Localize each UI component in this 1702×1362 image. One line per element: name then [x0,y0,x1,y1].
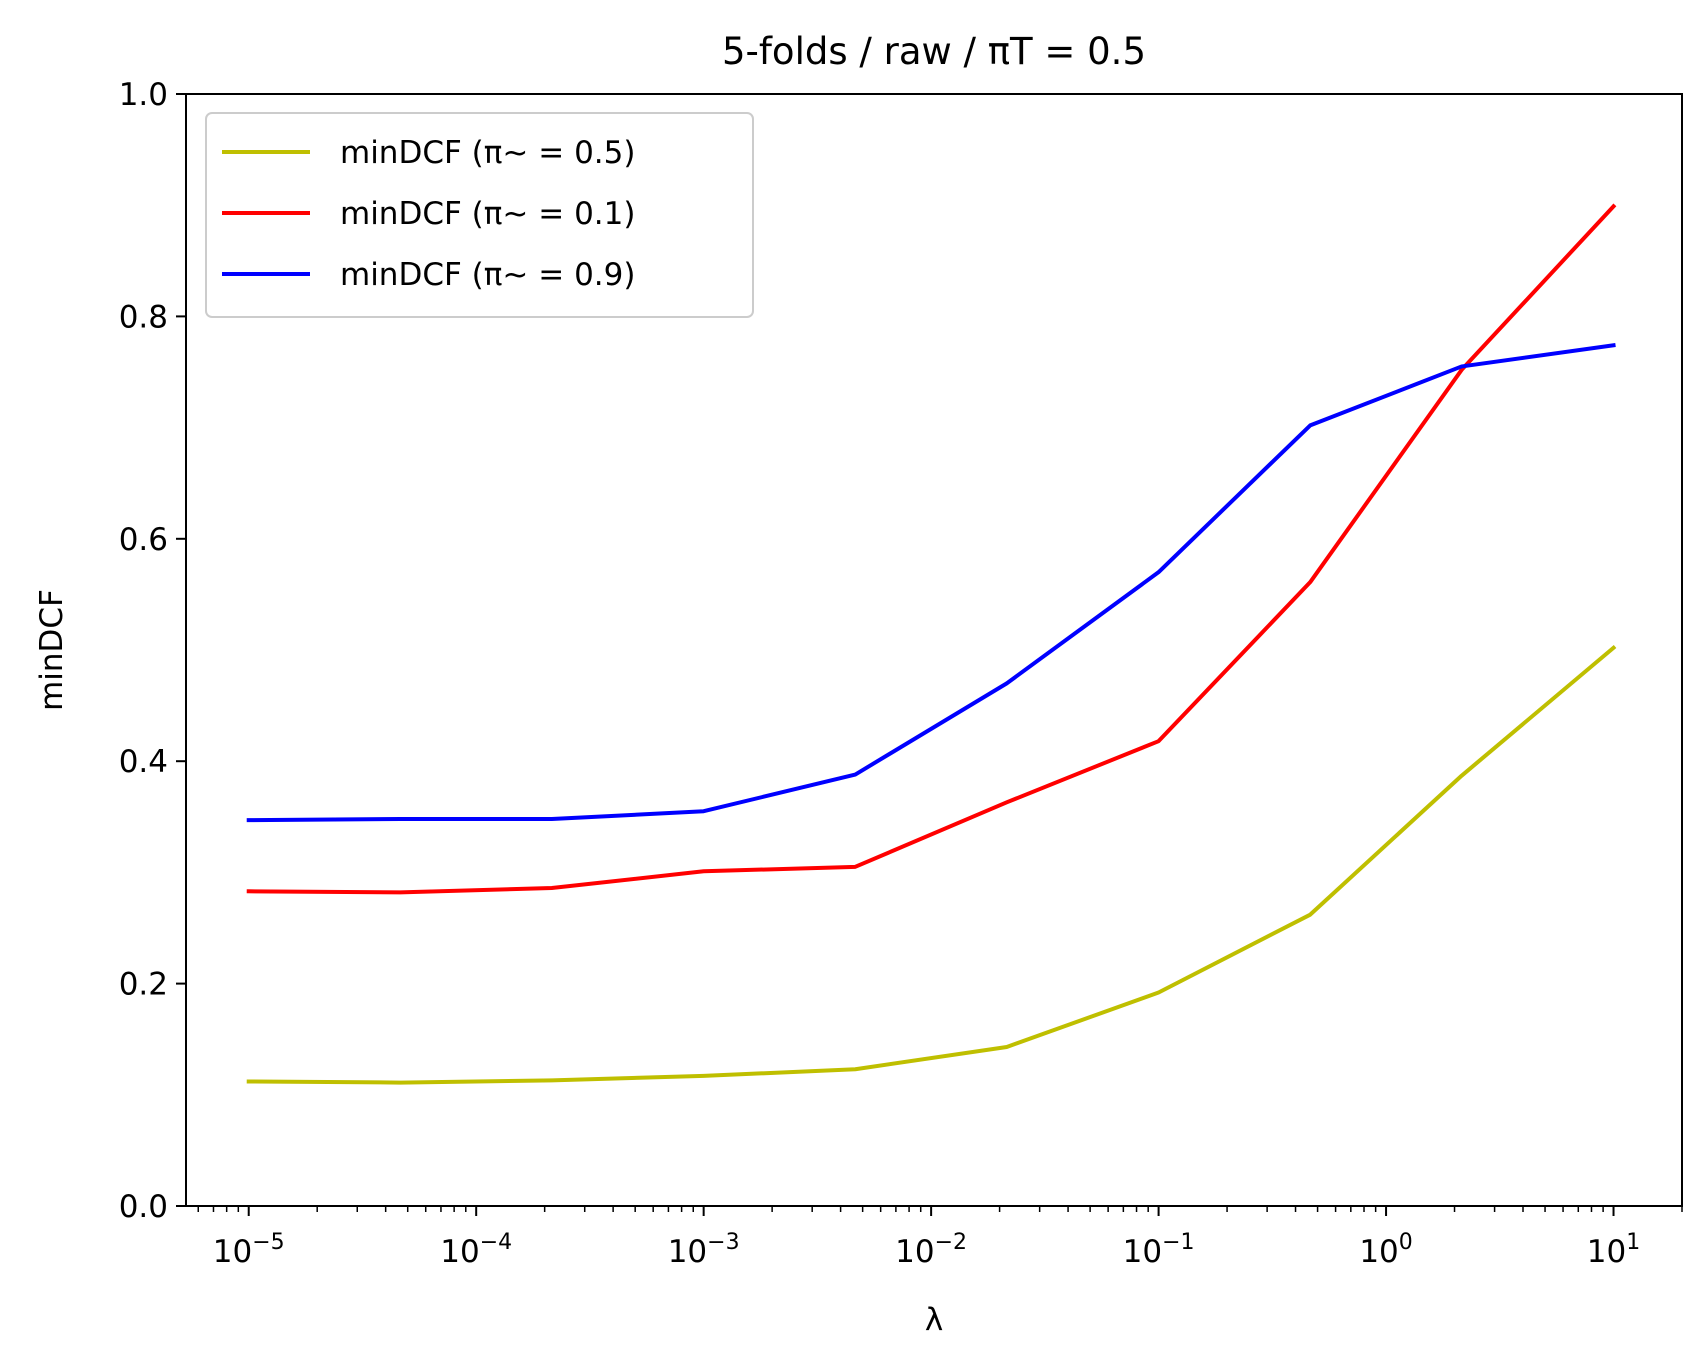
x-tick-label: 101 [1587,1230,1640,1270]
x-tick-label: 10−3 [668,1230,740,1270]
plot-lines [246,203,1617,1085]
x-tick-label: 100 [1359,1230,1412,1270]
y-axis-ticks: 0.0 0.2 0.4 0.6 0.8 1.0 [119,77,186,1225]
x-tick-label: 10−4 [440,1230,512,1270]
y-tick-label: 0.8 [119,299,168,335]
series-line-2 [246,203,1617,895]
y-tick-label: 0.2 [119,967,168,1003]
plot-area-frame [185,93,1683,1207]
legend-label-2: minDCF (π~ = 0.1) [340,196,635,232]
legend-box [205,112,754,318]
legend: minDCF (π~ = 0.5) minDCF (π~ = 0.1) minDCF… [205,112,754,318]
legend-label-3: minDCF (π~ = 0.9) [340,257,635,293]
x-tick-label: 10−2 [895,1230,967,1270]
chart-title: 5-folds / raw / πT = 0.5 [722,30,1146,73]
y-tick-label: 0.4 [119,744,168,780]
x-axis-ticks: 10−5 10−4 10−3 10−2 10−1 100 101 [197,1206,1683,1270]
y-tick-label: 0.0 [119,1189,168,1225]
series-line-3 [246,343,1616,823]
y-tick-label: 1.0 [119,77,168,113]
y-tick-label: 0.6 [119,522,168,558]
x-tick-label: 10−1 [1123,1230,1195,1270]
y-axis-label: minDCF [34,589,70,711]
x-tick-label: 10−5 [213,1230,285,1270]
legend-label-1: minDCF (π~ = 0.5) [340,135,635,171]
x-axis-label: λ [925,1302,943,1338]
series-line-1 [246,644,1617,1085]
